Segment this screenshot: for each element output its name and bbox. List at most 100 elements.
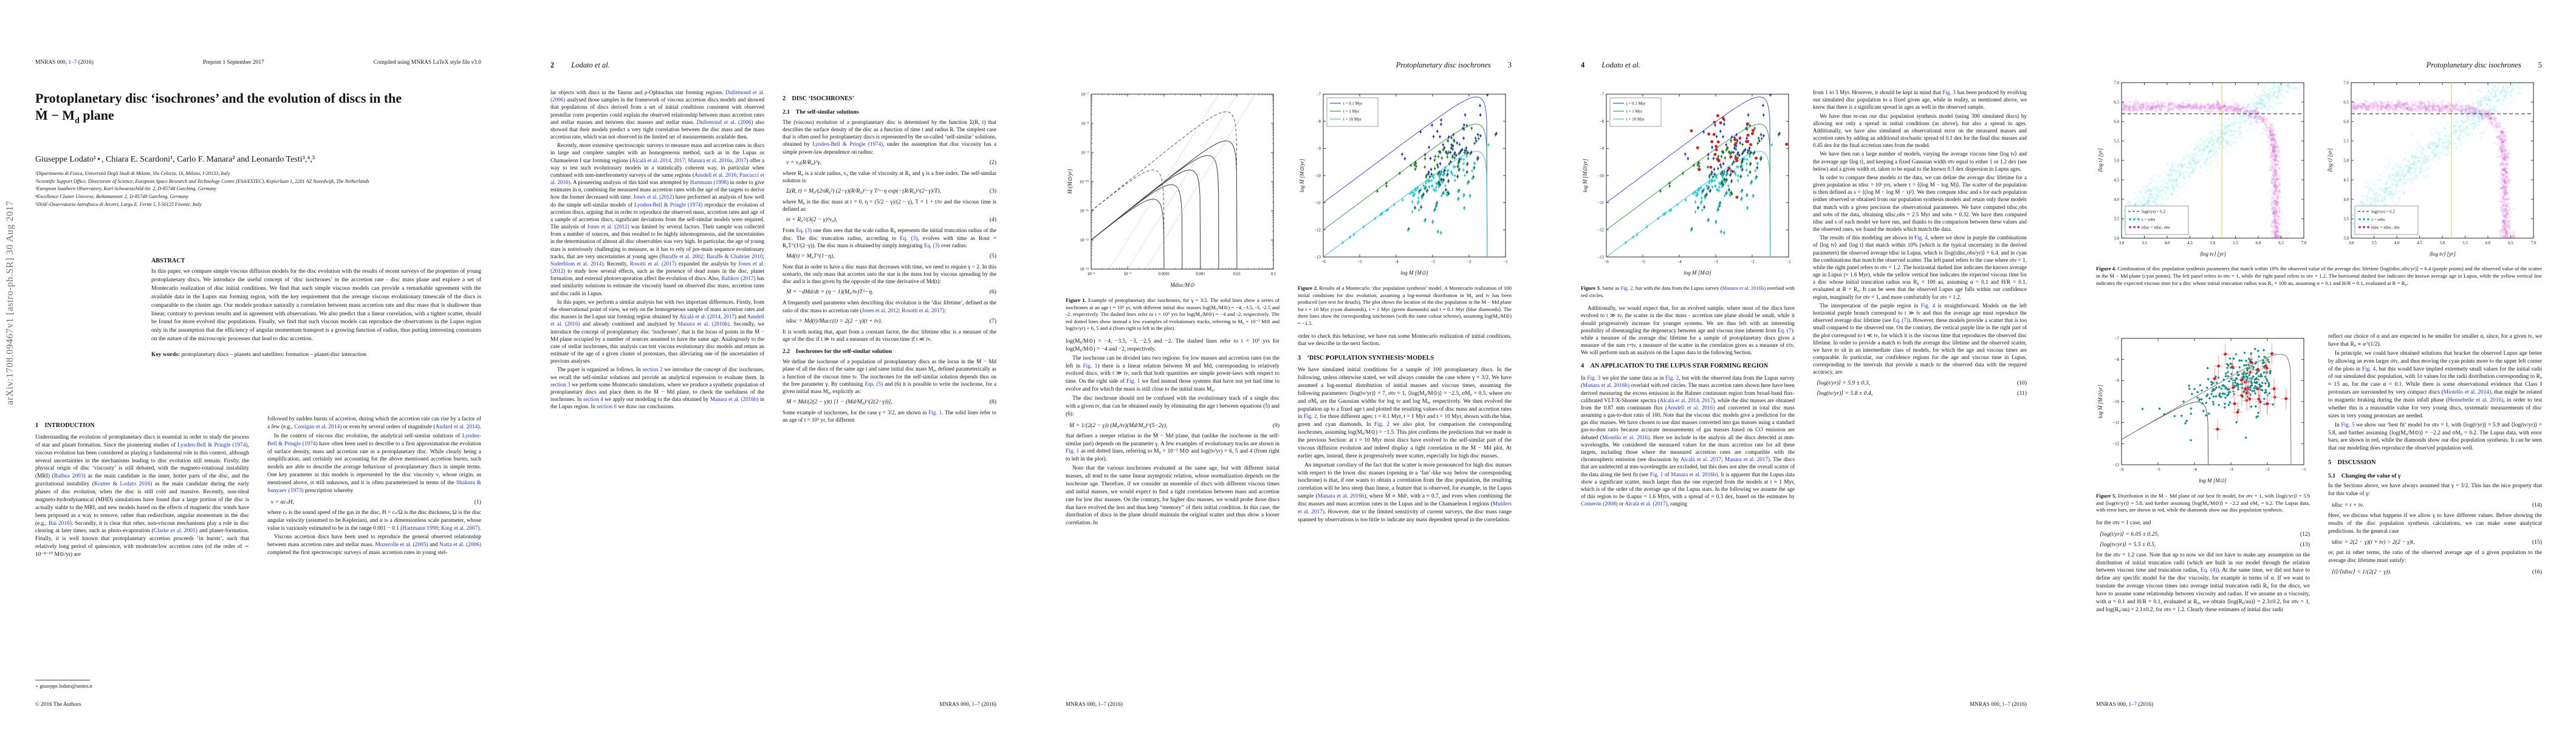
svg-text:−9: −9 xyxy=(1317,147,1321,151)
svg-text:−5: −5 xyxy=(1357,260,1362,264)
svg-text:7.0: 7.0 xyxy=(2301,241,2307,245)
affiliation: ²Scientific Support Office, Directorate … xyxy=(35,178,369,184)
paragraph: We define the isochrone of a population … xyxy=(783,358,996,394)
svg-text:5.5: 5.5 xyxy=(2462,241,2468,245)
svg-text:−8: −8 xyxy=(1317,120,1321,124)
svg-text:−1: −1 xyxy=(1786,260,1791,264)
affiliation: ³European Southern Observatory, Karl-Sch… xyxy=(35,186,217,192)
page4-right-column: from 1 to 3 Myr. However, it should be k… xyxy=(1813,89,2027,696)
page-footer: MNRAS 000, 1–7 (2016) xyxy=(1066,701,1123,707)
page-5: Protoplanetary disc isochrones 5 3.0 3.5 4.… xyxy=(2061,0,2576,729)
svg-text:5.0: 5.0 xyxy=(2440,241,2445,245)
paragraph: from 1 to 3 Myr. However, it should be k… xyxy=(1813,89,2027,111)
page3-left-column: 10⁻⁶ 10⁻⁵ 0.0001 0.001 0.01 0.1 10⁻¹³ 10⁻¹² 10⁻¹… xyxy=(1066,89,1279,696)
page4-left-column: −6 −5 −4 −3 −2 −1 −13 −12 −11 −10 −9 −8 −7 t = 0.1 My… xyxy=(1581,89,1795,696)
section-heading: 1 INTRODUCTION xyxy=(35,422,95,429)
figure-caption: Figure 2. Results of a Montecarlo ‘disc … xyxy=(1298,285,1512,326)
running-head: 2 Lodato et al. xyxy=(550,61,610,69)
svg-text:10⁻¹²: 10⁻¹² xyxy=(1080,238,1089,242)
svg-text:⟨log tν⟩ [yr]: ⟨log tν⟩ [yr] xyxy=(2199,251,2227,257)
page-footer: MNRAS 000, 1–7 (2016) xyxy=(1970,701,2027,707)
svg-text:4.5: 4.5 xyxy=(2187,241,2193,245)
svg-text:10⁻¹⁰: 10⁻¹⁰ xyxy=(1080,179,1089,184)
paragraph: A frequently used parameter when describ… xyxy=(783,299,996,313)
svg-text:Mdisc/M⊙: Mdisc/M⊙ xyxy=(1170,282,1194,288)
paragraph: In this paper, we perform a similar anal… xyxy=(550,298,764,364)
svg-text:log(t/yr) = 6.2: log(t/yr) = 6.2 xyxy=(2142,210,2165,214)
figure-4-left-panel: 3.0 3.5 4.0 4.5 5.0 5.5 6.0 6.5 7.0 3.0 3.5 4.0 4.5 5… xyxy=(2096,78,2310,263)
paragraph: In Fig. 3 we plot the same data as in Fi… xyxy=(1581,375,1795,507)
equation-2: ν = ν₀(R/R₀)^γ, (2) xyxy=(786,159,996,166)
svg-text:10⁻⁹: 10⁻⁹ xyxy=(1081,151,1089,155)
svg-text:6.5: 6.5 xyxy=(2114,100,2119,104)
paragraph: In order to compare these models to the … xyxy=(1813,174,2027,233)
svg-text:⟨log t⟩ [yr]: ⟨log t⟩ [yr] xyxy=(2097,148,2103,173)
figure-fig5: −6 −5 −4 −3 −2 −1 −13 −12 −11 −10 −9 −8 −7 log M [M⊙]… xyxy=(2096,334,2310,490)
svg-text:0.1: 0.1 xyxy=(1271,272,1276,276)
equation-1: ν = αcₛH, (1) xyxy=(271,498,481,505)
svg-text:−3: −3 xyxy=(1713,260,1718,264)
svg-text:4.0: 4.0 xyxy=(2343,197,2349,202)
figure-4-caption: Figure 4. Combination of disc population… xyxy=(2096,265,2543,287)
section-heading: 4 AN APPLICATION TO THE LUPUS STAR FORMI… xyxy=(1581,363,1769,370)
svg-text:3.5: 3.5 xyxy=(2343,217,2349,221)
svg-text:3.0: 3.0 xyxy=(2119,241,2125,245)
paragraph: The results of this modeling are shown i… xyxy=(1813,234,2027,300)
svg-text:4.0: 4.0 xyxy=(2165,241,2170,245)
svg-text:4.5: 4.5 xyxy=(2114,178,2119,182)
figure-fig2: −6 −5 −4 −3 −2 −1 −13 −12 −11 −10 −9 −8 −7 t = 0.1 My… xyxy=(1298,89,1512,282)
svg-text:−13: −13 xyxy=(1597,255,1604,259)
page3-right-column: −6 −5 −4 −3 −2 −1 −13 −12 −11 −10 −9 −8 −7 t = 0.1 My… xyxy=(1298,89,1512,696)
paragraph: where M₀ is the disc mass at t = 0, η = … xyxy=(783,199,996,213)
svg-text:7.0: 7.0 xyxy=(2531,241,2537,245)
equation-14: tdisc = t + tν. (14) xyxy=(2332,501,2542,508)
svg-text:−10: −10 xyxy=(1597,174,1604,178)
equation-7: tdisc = Md(t)/Ṁacc(t) = 2(2 − γ)(t + tν)… xyxy=(786,317,996,324)
section-heading: 2 DISC ‘ISOCHRONES’ xyxy=(783,95,855,102)
svg-text:−7: −7 xyxy=(1600,92,1605,97)
paragraph: that defines a steeper relation in the Ṁ… xyxy=(1066,433,1279,463)
authors: Giuseppe Lodato¹⋆, Chiara E. Scardoni¹, … xyxy=(35,155,315,164)
svg-text:10⁻¹¹: 10⁻¹¹ xyxy=(1080,209,1089,213)
section-heading: 3 ‘DISC POPULATION SYNTHESIS’ MODELS xyxy=(1298,355,1434,362)
paragraph: The paper is organized as follows. In se… xyxy=(550,366,764,410)
paragraph: The isochrone can be divided into two re… xyxy=(1066,355,1279,393)
svg-text:5.5: 5.5 xyxy=(2114,139,2119,143)
paragraph: Additionally, we would expect that, for … xyxy=(1581,305,1795,356)
figure-caption: Figure 3. Same as Fig. 2, but with the d… xyxy=(1581,285,1795,298)
paragraph: or, put in other terms, the ratio of the… xyxy=(2328,550,2542,564)
equation-13: ⟨log(tν/yr)⟩ = 5.5 ± 0.5, (13) xyxy=(2100,541,2310,548)
paragraph: We have thus re-run our disc population … xyxy=(1813,112,2027,149)
svg-text:4.5: 4.5 xyxy=(2343,178,2349,182)
figure-fig1: 10⁻⁶ 10⁻⁵ 0.0001 0.001 0.01 0.1 10⁻¹³ 10⁻¹² 10⁻¹… xyxy=(1066,89,1279,294)
svg-text:log Ṁ [M⊙/yr]: log Ṁ [M⊙/yr] xyxy=(1582,159,1588,193)
running-head: Protoplanetary disc isochrones 5 xyxy=(2426,61,2542,69)
section-heading: 5 DISCUSSION xyxy=(2328,459,2376,467)
equation-10: ⟨log(t/yr)⟩ = 5.9 ± 0.3, (10) xyxy=(1817,379,2027,386)
preprint-date: Preprint 1 September 2017 xyxy=(202,60,264,66)
svg-text:10⁻¹³: 10⁻¹³ xyxy=(1080,267,1089,272)
paragraph: log(M₀/M⊙) = −4, −3.5, −3, −2.5 and −2. … xyxy=(1066,338,1279,352)
paragraph: In the Sections above, we have always as… xyxy=(2328,483,2542,497)
paragraph: Some example of isochrones, for the case… xyxy=(783,409,996,423)
svg-text:6.0: 6.0 xyxy=(2485,241,2491,245)
svg-text:3.0: 3.0 xyxy=(2114,236,2119,241)
page-footer: MNRAS 000, 1–7 (2016) xyxy=(2096,701,2153,707)
svg-text:t = 10 Myr: t = 10 Myr xyxy=(1626,118,1645,122)
svg-text:6.5: 6.5 xyxy=(2508,241,2513,245)
running-head: 4 Lodato et al. xyxy=(1581,61,1640,69)
arxiv-banner: arXiv:1708.09467v1 [astro-ph.SR] 30 Aug … xyxy=(5,200,15,405)
svg-text:3.5: 3.5 xyxy=(2114,217,2119,221)
page-3: Protoplanetary disc isochrones 3 10⁻⁶ 10⁻⁵… xyxy=(1030,0,1546,729)
equation-12: ⟨log(t/yr)⟩ = 6.05 ± 0.25, (12) xyxy=(2100,530,2310,538)
equation-3: Σ(R, t) = M₀/(2πR₀²) (2−γ)(R/R₀)^−γ T^−η… xyxy=(786,188,996,195)
keywords: Key words: protoplanetary discs – planet… xyxy=(151,351,367,358)
compiled-note: Compiled using MNRAS LaTeX style file v3… xyxy=(373,60,481,66)
affiliation: ⁵INAF-Osservatorio Astrofisico di Arcetr… xyxy=(35,201,202,207)
paragraph: reflect our choice of α and are expected… xyxy=(2328,334,2542,347)
page5-left-column: −6 −5 −4 −3 −2 −1 −13 −12 −11 −10 −9 −8 −7 log M [M⊙]… xyxy=(2096,333,2310,697)
page2-right-column: 2 DISC ‘ISOCHRONES’ 2.1 The self-similar … xyxy=(783,89,996,690)
svg-text:−2: −2 xyxy=(1750,260,1755,264)
affiliation: ⁴Excellence Cluster Universe, Boltzmanns… xyxy=(35,194,188,200)
svg-text:−13: −13 xyxy=(1314,255,1321,259)
